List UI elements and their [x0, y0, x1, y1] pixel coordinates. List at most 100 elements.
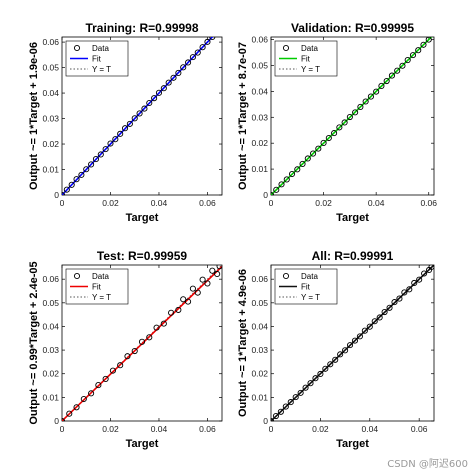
plot-marks [271, 265, 434, 421]
legend-data-label: Data [92, 272, 109, 281]
data-point [168, 309, 175, 316]
y-tick-label: 0.06 [251, 274, 268, 284]
data-point [351, 337, 359, 344]
data-point [138, 338, 146, 345]
data-point [102, 375, 109, 382]
data-point [312, 375, 319, 382]
data-point [315, 145, 322, 152]
chart-title: Test: R=0.99959 [97, 249, 187, 263]
data-point [185, 298, 192, 305]
data-point [302, 384, 309, 391]
legend-yt-label: Y = T [92, 293, 111, 302]
data-point [283, 176, 290, 183]
x-tick-label: 0.04 [151, 424, 168, 434]
y-tick-label: 0.03 [42, 345, 59, 355]
y-tick-label: 0 [263, 416, 268, 426]
legend-yt-label: Y = T [301, 293, 320, 302]
data-point [170, 74, 177, 81]
data-point [131, 115, 138, 122]
data-point [185, 59, 192, 66]
data-point [271, 417, 275, 421]
data-point [420, 41, 427, 48]
y-tick-label: 0.01 [42, 392, 59, 402]
data-point [175, 306, 182, 313]
x-tick-label: 0.06 [199, 198, 216, 208]
data-point [160, 320, 167, 327]
data-point [346, 113, 353, 121]
y-tick-label: 0.03 [251, 112, 268, 122]
data-point [80, 395, 87, 403]
fit-line [62, 37, 214, 195]
data-point [204, 38, 211, 45]
data-point [357, 103, 364, 110]
x-axis-label: Target [126, 438, 159, 450]
data-point [209, 267, 216, 274]
data-point [66, 410, 73, 417]
plot-marks [62, 265, 222, 421]
data-point [180, 296, 187, 303]
data-point [109, 367, 116, 374]
x-tick-label: 0 [269, 424, 274, 434]
data-point [337, 351, 344, 358]
y-tick-label: 0.01 [42, 165, 59, 175]
data-point [391, 299, 398, 306]
data-point [282, 403, 289, 410]
legend-data-marker [73, 272, 81, 280]
x-tick-label: 0.06 [199, 424, 216, 434]
chart-panel-4: All: R=0.99991 0 0.02 0.04 0.06 0 0.01 0.02 0.03… [237, 249, 435, 450]
data-point [388, 72, 395, 79]
x-tick-label: 0 [269, 198, 274, 208]
data-point [428, 265, 434, 270]
legend-yt-label: Y = T [301, 65, 320, 74]
data-point [151, 95, 158, 102]
watermark: CSDN @阿迟600 [387, 459, 468, 470]
legend-data-marker [282, 272, 290, 280]
x-tick-label: 0.02 [102, 424, 119, 434]
data-point [165, 79, 172, 86]
data-point [107, 140, 114, 147]
x-tick-label: 0 [60, 424, 65, 434]
data-point [307, 380, 314, 387]
data-point [383, 77, 390, 85]
data-point [404, 57, 411, 64]
data-point [278, 181, 285, 188]
x-tick-label: 0.02 [315, 198, 332, 208]
y-tick-label: 0.04 [42, 88, 59, 98]
legend-yt-label: Y = T [92, 65, 111, 74]
data-point [336, 124, 343, 131]
y-tick-label: 0.02 [42, 139, 59, 149]
data-point [216, 265, 222, 270]
y-tick-label: 0.01 [251, 164, 268, 174]
legend-fit-label: Fit [301, 55, 311, 64]
data-point [367, 93, 374, 100]
data-point [396, 295, 403, 302]
y-tick-label: 0.02 [251, 138, 268, 148]
data-point [272, 412, 279, 420]
data-point [409, 52, 417, 59]
data-point [322, 365, 329, 372]
data-point [126, 120, 133, 127]
data-point [371, 318, 378, 325]
data-point [214, 270, 221, 278]
data-point [78, 171, 85, 178]
x-tick-label: 0.04 [362, 424, 379, 434]
data-point [194, 289, 201, 296]
data-point [361, 327, 368, 334]
data-point [425, 37, 432, 43]
x-axis-label: Target [336, 212, 369, 224]
y-tick-label: 0.02 [251, 369, 268, 379]
x-tick-label: 0.06 [420, 198, 437, 208]
data-point [325, 134, 332, 142]
y-tick-label: 0 [54, 190, 59, 200]
data-point [136, 110, 143, 117]
data-point [95, 382, 102, 389]
data-point [362, 98, 369, 105]
data-point [378, 82, 385, 90]
data-point [121, 125, 129, 132]
data-point [204, 280, 211, 287]
data-point [273, 186, 280, 193]
x-tick-label: 0.04 [368, 198, 385, 208]
y-tick-label: 0.04 [251, 321, 268, 331]
